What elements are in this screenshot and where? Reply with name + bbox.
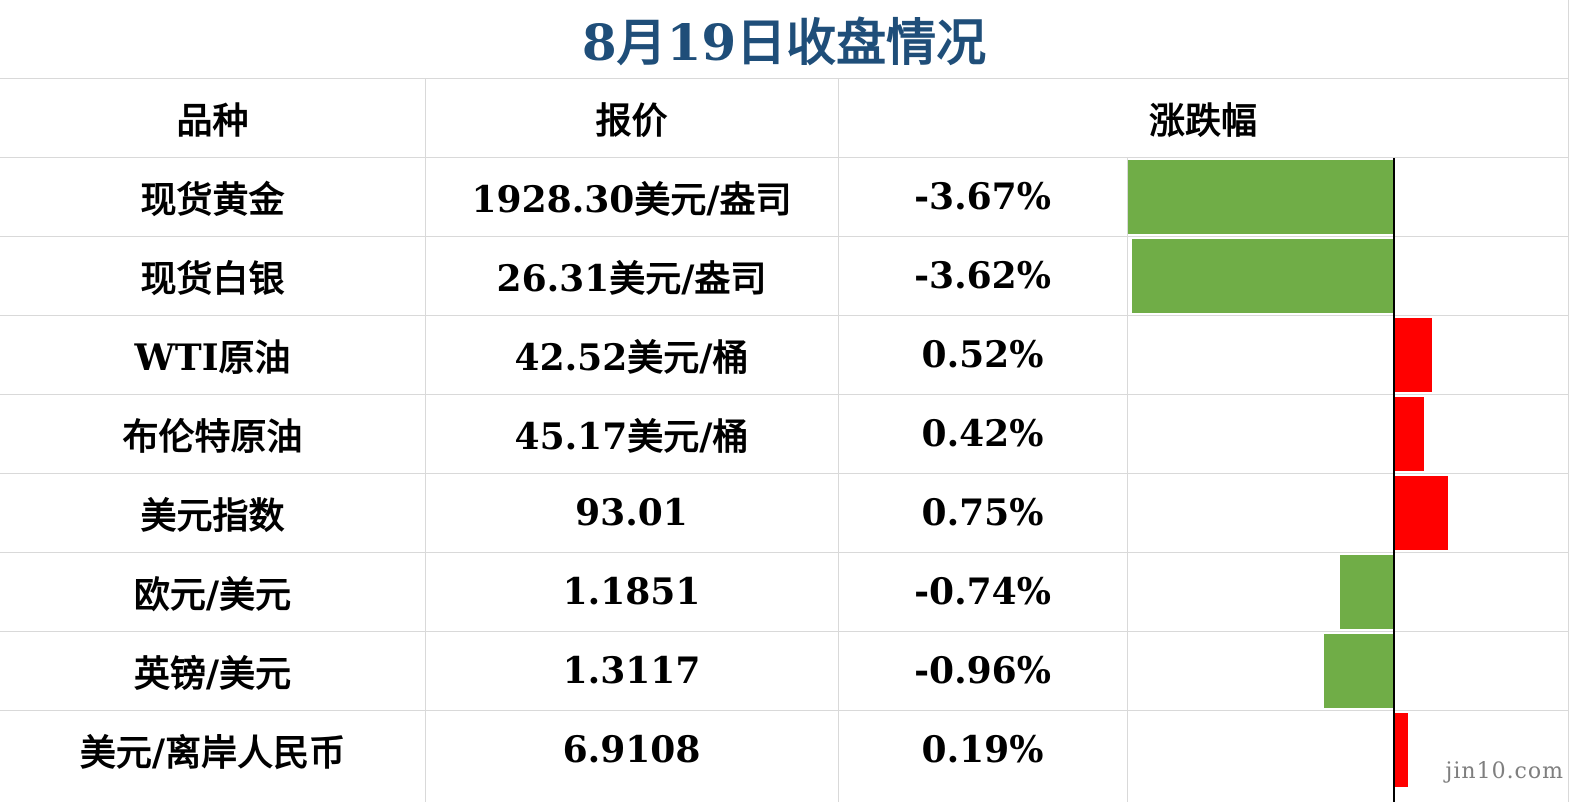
table-row: WTI原油 42.52美元/桶 0.52%	[0, 316, 1568, 395]
change-bar	[1127, 160, 1394, 234]
change-bar	[1131, 239, 1394, 313]
table-row: 英镑/美元 1.3117 -0.96%	[0, 632, 1568, 711]
change-bar	[1394, 318, 1432, 392]
change-bar	[1394, 713, 1408, 787]
watermark: jin10.com	[1445, 759, 1564, 784]
table-row: 欧元/美元 1.1851 -0.74%	[0, 553, 1568, 632]
header-price: 报价	[595, 100, 668, 142]
row-pct: 0.19%	[921, 729, 1044, 771]
row-name: 欧元/美元	[133, 574, 292, 616]
row-price: 1.3117	[562, 650, 701, 692]
table-row: 现货白银 26.31美元/盎司 -3.62%	[0, 237, 1568, 316]
row-name: 布伦特原油	[122, 416, 303, 458]
row-pct: 0.52%	[921, 334, 1044, 376]
header-name: 品种	[176, 100, 249, 142]
zero-axis	[1393, 158, 1395, 802]
column-divider	[425, 79, 426, 802]
row-name: 美元/离岸人民币	[79, 732, 346, 774]
change-bar	[1394, 476, 1449, 550]
table-row: 美元指数 93.01 0.75%	[0, 474, 1568, 553]
row-price: 1928.30美元/盎司	[471, 179, 792, 221]
row-pct: -3.67%	[914, 176, 1051, 218]
header-change: 涨跌幅	[1148, 100, 1257, 142]
row-price: 6.9108	[562, 729, 701, 771]
row-price: 42.52美元/桶	[514, 337, 749, 379]
row-pct: -0.74%	[914, 571, 1051, 613]
table-row: 布伦特原油 45.17美元/桶 0.42%	[0, 395, 1568, 474]
row-name: WTI原油	[134, 337, 291, 379]
row-name: 美元指数	[140, 495, 285, 537]
page-title: 8月19日收盘情况	[0, 0, 1568, 79]
table-row: 现货黄金 1928.30美元/盎司 -3.67%	[0, 158, 1568, 237]
change-bar	[1394, 397, 1425, 471]
row-pct: -3.62%	[914, 255, 1051, 297]
right-border	[1568, 0, 1569, 802]
change-bar	[1340, 555, 1394, 629]
row-pct: -0.96%	[914, 650, 1051, 692]
table-row: 美元/离岸人民币 6.9108 0.19%	[0, 711, 1568, 790]
change-bar	[1324, 634, 1394, 708]
row-price: 93.01	[575, 492, 688, 534]
column-divider	[838, 79, 839, 802]
header-row: 品种 报价 涨跌幅	[0, 79, 1568, 158]
row-name: 现货白银	[140, 258, 285, 300]
row-name: 英镑/美元	[133, 653, 292, 695]
row-pct: 0.42%	[921, 413, 1044, 455]
row-name: 现货黄金	[140, 179, 285, 221]
row-pct: 0.75%	[921, 492, 1044, 534]
row-price: 45.17美元/桶	[514, 416, 749, 458]
column-divider	[1127, 158, 1128, 802]
row-price: 26.31美元/盎司	[496, 258, 767, 300]
row-price: 1.1851	[562, 571, 701, 613]
